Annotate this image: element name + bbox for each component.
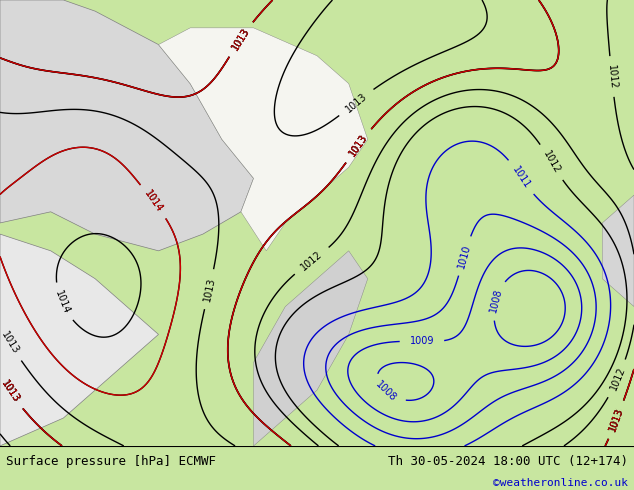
Text: 1013: 1013 <box>347 133 370 159</box>
Text: 1013: 1013 <box>607 407 625 433</box>
Text: 1013: 1013 <box>0 379 21 405</box>
Text: 1013: 1013 <box>230 26 251 52</box>
Text: Th 30-05-2024 18:00 UTC (12+174): Th 30-05-2024 18:00 UTC (12+174) <box>387 455 628 468</box>
Polygon shape <box>0 0 254 251</box>
Text: 1014: 1014 <box>53 289 71 316</box>
Text: 1013: 1013 <box>607 407 625 433</box>
Polygon shape <box>254 251 368 446</box>
Text: ©weatheronline.co.uk: ©weatheronline.co.uk <box>493 478 628 489</box>
Text: 1013: 1013 <box>230 26 251 52</box>
Text: 1008: 1008 <box>373 380 398 404</box>
Text: 1014: 1014 <box>143 189 165 215</box>
Text: 1012: 1012 <box>541 149 562 175</box>
Text: 1012: 1012 <box>605 64 618 89</box>
Polygon shape <box>158 28 368 251</box>
Text: 1013: 1013 <box>0 379 21 405</box>
Text: 1014: 1014 <box>143 189 165 215</box>
Text: 1013: 1013 <box>344 91 369 114</box>
Text: 1013: 1013 <box>0 379 21 405</box>
Text: Surface pressure [hPa] ECMWF: Surface pressure [hPa] ECMWF <box>6 455 216 468</box>
Text: 1013: 1013 <box>230 26 251 52</box>
Polygon shape <box>602 195 634 307</box>
Polygon shape <box>0 234 158 446</box>
Text: 1013: 1013 <box>607 407 625 433</box>
Text: 1011: 1011 <box>510 164 532 190</box>
Text: 1010: 1010 <box>456 243 472 269</box>
Text: 1009: 1009 <box>410 336 434 346</box>
Text: 1012: 1012 <box>299 249 325 272</box>
Text: 1013: 1013 <box>347 133 370 159</box>
Text: 1008: 1008 <box>488 287 504 314</box>
Text: 1013: 1013 <box>0 330 20 356</box>
Text: 1013: 1013 <box>347 133 370 159</box>
Text: 1013: 1013 <box>202 276 217 302</box>
Text: 1012: 1012 <box>608 366 627 392</box>
